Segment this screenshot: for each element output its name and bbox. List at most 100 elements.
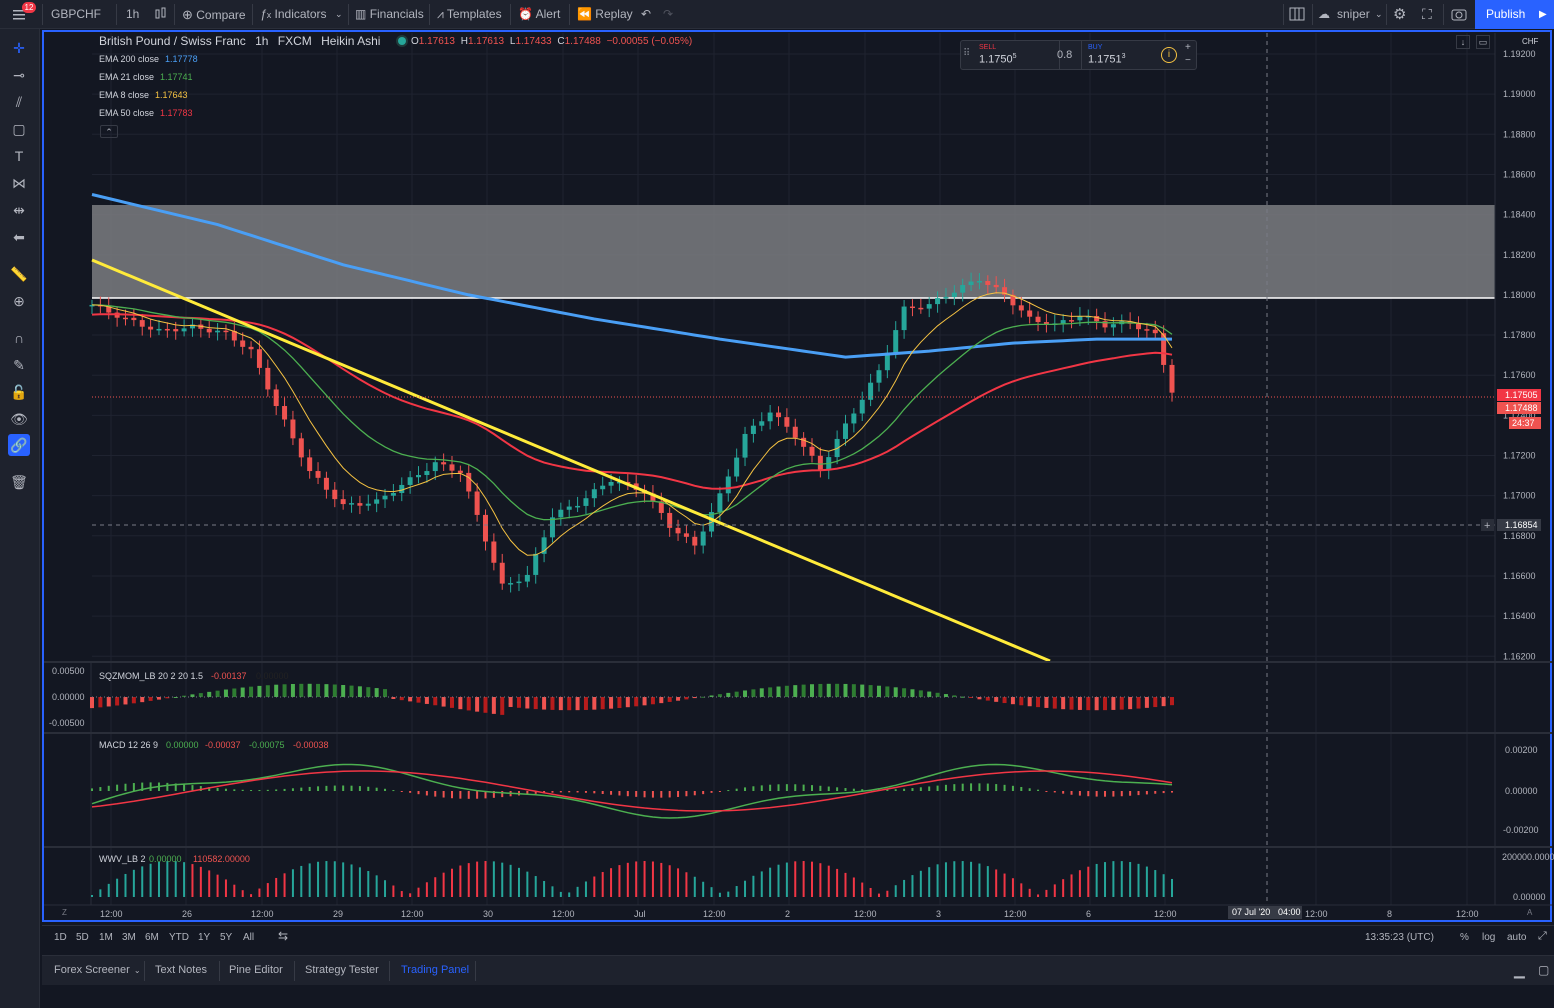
indicators-button[interactable]: ƒx Indicators bbox=[260, 7, 327, 21]
crosshair-icon[interactable]: ✛ bbox=[13, 40, 25, 56]
candle-body bbox=[449, 464, 455, 471]
pencil-lock-icon[interactable]: ✎ bbox=[13, 357, 25, 373]
range-1y[interactable]: 1Y bbox=[198, 932, 211, 943]
supply-zone-rectangle[interactable] bbox=[92, 205, 1495, 298]
replay-button[interactable]: ⏪ Replay bbox=[577, 7, 633, 21]
timezone-icon[interactable]: Z bbox=[62, 908, 67, 917]
layout-name[interactable]: sniper bbox=[1337, 7, 1370, 21]
maximize-pane-icon[interactable]: ▭ bbox=[1476, 35, 1490, 49]
indicators-dropdown-icon[interactable]: ⌄ bbox=[335, 9, 343, 19]
back-arrow-icon[interactable]: ⬅ bbox=[13, 229, 25, 245]
redo-icon[interactable]: ↷ bbox=[663, 7, 674, 21]
link-icon[interactable]: 🔗 bbox=[8, 434, 30, 456]
legend-ema-200[interactable]: EMA 200 close 1.17778 bbox=[99, 54, 198, 64]
settings-gear-icon[interactable]: ⚙ bbox=[1393, 6, 1407, 23]
layout-button[interactable] bbox=[1289, 0, 1305, 29]
publish-button[interactable]: Publish bbox=[1475, 0, 1554, 29]
horizontal-line-icon[interactable]: ⊸ bbox=[13, 67, 25, 83]
rectangle-icon[interactable]: ▢ bbox=[12, 121, 26, 137]
squeeze-bar bbox=[1111, 697, 1116, 710]
squeeze-bar bbox=[332, 684, 337, 697]
drag-handle-icon[interactable]: ⠿ bbox=[963, 48, 971, 59]
time-tick-label: 12:00 bbox=[703, 909, 726, 919]
candle-body bbox=[976, 281, 982, 283]
wwv-bar bbox=[417, 887, 420, 897]
info-icon[interactable]: i bbox=[1161, 47, 1177, 63]
buy-button[interactable]: BUY 1.17513 bbox=[1081, 41, 1159, 69]
play-circle-icon[interactable]: ▶ bbox=[1539, 9, 1547, 20]
symbol-search-button[interactable]: GBPCHF bbox=[51, 7, 102, 21]
menu-button[interactable] bbox=[11, 0, 27, 29]
lock-icon[interactable]: 🔓 bbox=[10, 384, 28, 400]
downtrend-line[interactable] bbox=[91, 258, 1051, 663]
chart-container[interactable] bbox=[42, 30, 1552, 922]
wwv-bar bbox=[99, 889, 102, 897]
pattern-icon[interactable]: ⋈ bbox=[12, 175, 26, 191]
range-6m[interactable]: 6M bbox=[145, 932, 159, 943]
tab-text-notes[interactable]: Text Notes bbox=[155, 964, 207, 976]
tab-trading-panel[interactable]: Trading Panel bbox=[401, 964, 470, 976]
range-ytd[interactable]: YTD bbox=[169, 932, 189, 943]
go-to-date-icon[interactable]: ⇆ bbox=[278, 929, 289, 943]
zoom-icon[interactable]: ⊕ bbox=[13, 293, 25, 309]
squeeze-bar bbox=[600, 697, 605, 710]
range-1d[interactable]: 1D bbox=[54, 932, 67, 943]
pitchfork-icon[interactable]: ⫽ bbox=[15, 94, 23, 110]
auto-toggle[interactable]: auto bbox=[1507, 932, 1527, 943]
macd-tick: 0.00200 bbox=[1505, 745, 1538, 755]
legend-ema-21[interactable]: EMA 21 close 1.17741 bbox=[99, 72, 193, 82]
alert-button[interactable]: ⏰ Alert bbox=[518, 7, 561, 21]
settings-expand-icon[interactable]: ⤢ bbox=[1538, 930, 1547, 942]
macd-histogram-bar bbox=[584, 791, 587, 793]
range-all[interactable]: All bbox=[243, 932, 255, 943]
layout-dropdown-icon[interactable]: ⌄ bbox=[1375, 9, 1383, 19]
macd-histogram-bar bbox=[752, 786, 755, 791]
sell-button[interactable]: SELL 1.17505 bbox=[975, 41, 1060, 69]
camera-snapshot-icon[interactable] bbox=[1450, 0, 1468, 29]
maximize-panel-icon[interactable]: ▢ bbox=[1538, 963, 1550, 977]
interval-button[interactable]: 1h bbox=[126, 7, 140, 21]
percent-toggle[interactable]: % bbox=[1460, 932, 1469, 943]
candle-body bbox=[792, 426, 798, 438]
wwv-bar bbox=[777, 864, 780, 897]
wwv-bar bbox=[1003, 873, 1006, 897]
ruler-icon[interactable]: 📏 bbox=[10, 266, 28, 282]
text-tool-icon[interactable]: T bbox=[14, 148, 24, 164]
chart-style-button[interactable] bbox=[153, 0, 167, 29]
financials-button[interactable]: ▥ Financials bbox=[355, 7, 424, 21]
templates-button[interactable]: ⩘ Templates bbox=[437, 7, 502, 21]
tab-forex-screener[interactable]: Forex Screener ⌄ bbox=[54, 964, 141, 976]
plus-icon[interactable]: + bbox=[1185, 42, 1191, 53]
range-5y[interactable]: 5Y bbox=[220, 932, 233, 943]
macd-histogram-bar bbox=[392, 790, 395, 792]
candle-body bbox=[817, 455, 823, 471]
log-toggle[interactable]: log bbox=[1482, 932, 1496, 943]
auto-scale-icon[interactable]: A bbox=[1527, 908, 1533, 917]
tab-strategy-tester[interactable]: Strategy Tester bbox=[305, 964, 379, 976]
collapse-legend-icon[interactable]: ⌃ bbox=[100, 125, 118, 138]
undo-icon[interactable]: ↶ bbox=[641, 7, 652, 21]
legend-ema-50[interactable]: EMA 50 close 1.17783 bbox=[99, 108, 193, 118]
range-5d[interactable]: 5D bbox=[76, 932, 89, 943]
minus-icon[interactable]: − bbox=[1185, 55, 1191, 66]
trash-icon[interactable]: 🗑 bbox=[10, 474, 28, 490]
range-3m[interactable]: 3M bbox=[122, 932, 136, 943]
projection-icon[interactable]: ⇹ bbox=[13, 202, 25, 218]
compare-button[interactable]: ⊕ Compare bbox=[182, 7, 246, 22]
range-1m[interactable]: 1M bbox=[99, 932, 113, 943]
bar-countdown: 24:37 bbox=[1512, 418, 1535, 428]
wwv-bar bbox=[308, 863, 311, 897]
eye-icon[interactable]: 👁 bbox=[10, 411, 28, 427]
minimize-panel-icon[interactable]: ▁ bbox=[1514, 962, 1525, 978]
tab-pine-editor[interactable]: Pine Editor bbox=[229, 964, 283, 976]
scroll-down-icon[interactable]: ↓ bbox=[1456, 35, 1470, 49]
magnet-icon[interactable]: ∩ bbox=[13, 330, 25, 346]
fullscreen-icon[interactable]: ⛶ bbox=[1422, 6, 1432, 22]
squeeze-bar bbox=[182, 695, 187, 697]
legend-ema-8[interactable]: EMA 8 close 1.17643 bbox=[99, 90, 188, 100]
squeeze-bar bbox=[918, 690, 923, 697]
cloud-save-icon[interactable]: ☁ bbox=[1318, 7, 1330, 21]
ema-200-line bbox=[91, 193, 1172, 359]
clock-time[interactable]: 13:35:23 (UTC) bbox=[1365, 932, 1434, 943]
